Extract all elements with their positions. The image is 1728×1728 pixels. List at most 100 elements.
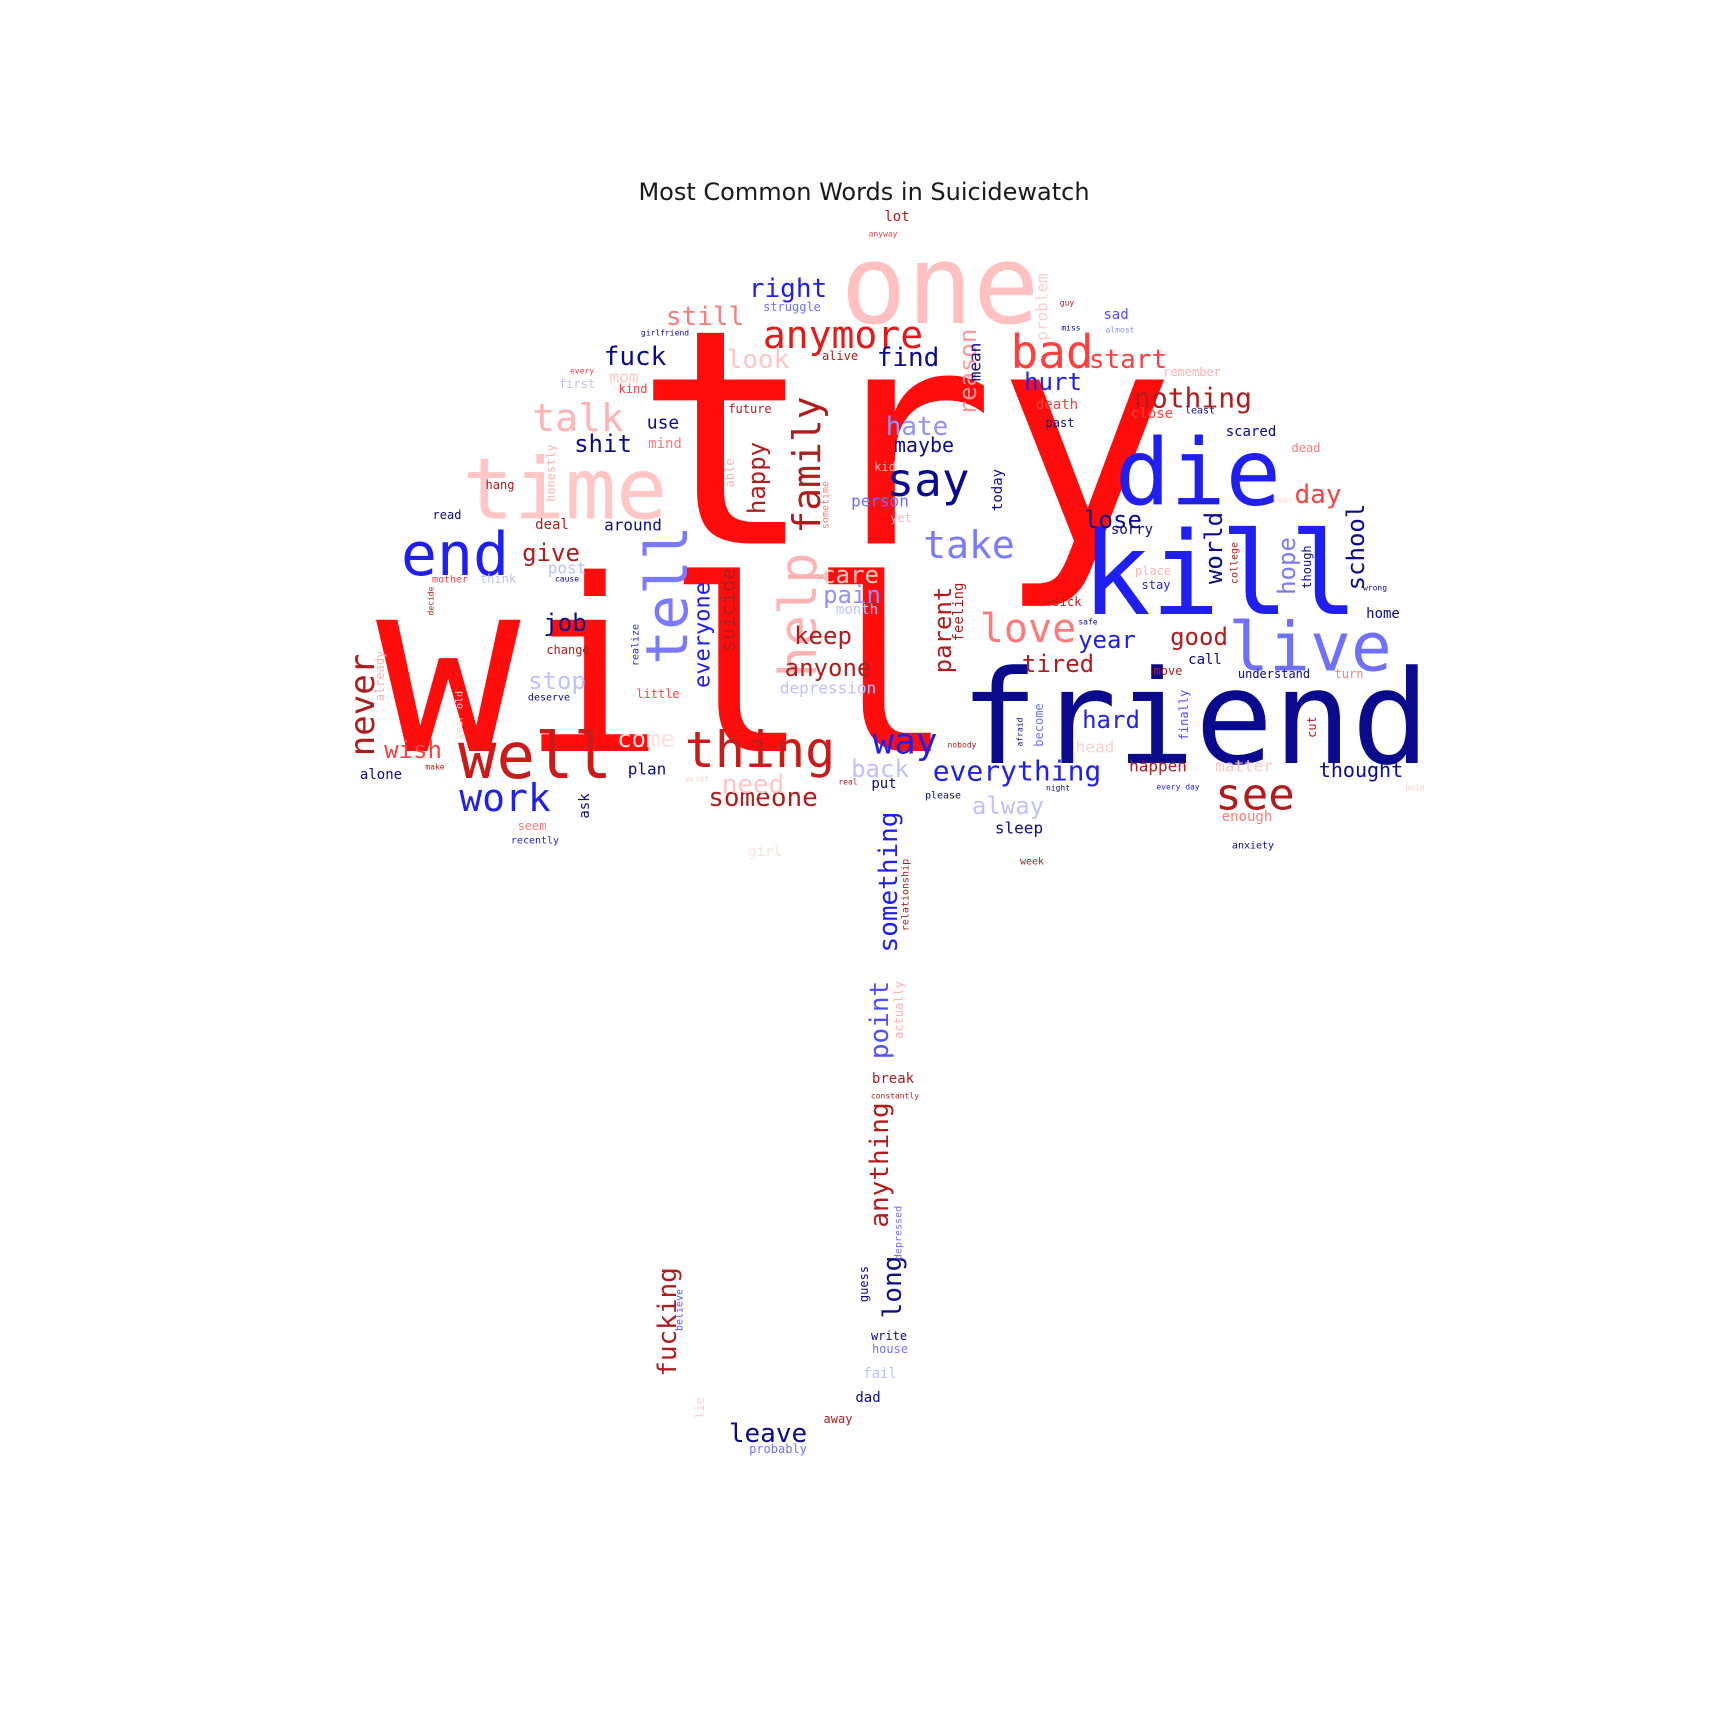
word-love: love: [980, 606, 1076, 652]
word-everyone: everyone: [691, 582, 716, 688]
word-sometime: sometime: [821, 481, 832, 529]
word-deserve: deserve: [528, 693, 570, 704]
word-recently: recently: [511, 836, 559, 847]
word-leave: leave: [729, 1419, 807, 1449]
word-constantly: constantly: [871, 1092, 919, 1101]
word-least: least: [1185, 406, 1215, 417]
word-anyone: anyone: [785, 654, 872, 682]
word-lot: lot: [884, 209, 909, 225]
word-suicide: suicide: [716, 568, 740, 652]
word-every: every: [570, 367, 594, 376]
word-guy: guy: [1060, 299, 1075, 308]
word-put: put: [871, 776, 896, 792]
word-alway: alway: [972, 792, 1044, 820]
word-kind: kind: [619, 382, 648, 396]
word-depressed: depressed: [894, 1206, 905, 1260]
word-help: help: [769, 552, 829, 677]
word-become: become: [1032, 703, 1046, 746]
word-sorry: sorry: [1111, 522, 1153, 538]
word-scared: scared: [1226, 424, 1277, 440]
word-kid: kid: [874, 460, 896, 474]
word-hurt: hurt: [1024, 368, 1082, 396]
word-alone: alone: [360, 767, 402, 783]
word-enough: enough: [1222, 809, 1273, 825]
word-will: will: [376, 528, 954, 808]
word-lose: lose: [1084, 506, 1142, 534]
word-cut: cut: [1305, 716, 1319, 738]
word-decide: decide: [427, 586, 436, 615]
word-already: already: [373, 651, 387, 702]
word-start: start: [1089, 345, 1167, 375]
word-depression: depression: [780, 679, 876, 698]
word-job: job: [543, 609, 586, 637]
word-sad: sad: [1103, 307, 1128, 323]
word-die: die: [1115, 420, 1281, 527]
word-dad: dad: [855, 1390, 880, 1406]
word-shit: shit: [574, 430, 632, 458]
word-yet: yet: [890, 511, 912, 525]
word-fucking: fucking: [653, 1267, 683, 1377]
word-though: though: [1300, 545, 1314, 588]
word-close: close: [1131, 406, 1173, 422]
word-mother: mother: [432, 575, 468, 586]
word-well: well: [458, 720, 612, 794]
word-think: think: [480, 572, 517, 586]
word-hate: hate: [886, 412, 949, 442]
word-work: work: [459, 776, 551, 820]
word-remember: remember: [1163, 365, 1221, 379]
word-hard: hard: [1082, 706, 1140, 734]
word-mom: mom: [610, 368, 639, 387]
word-first: first: [559, 377, 595, 391]
word-long: long: [878, 1256, 908, 1319]
word-mind: mind: [648, 436, 682, 452]
word-nobody: nobody: [948, 741, 977, 750]
word-something: something: [874, 812, 904, 953]
word-sick: sick: [1053, 595, 1083, 609]
word-cause: cause: [555, 575, 579, 584]
word-future: future: [728, 402, 771, 416]
word-night: night: [1046, 784, 1070, 793]
word-fail: fail: [863, 1366, 897, 1382]
chart-title: Most Common Words in Suicidewatch: [638, 178, 1090, 206]
word-bad: bad: [1010, 325, 1093, 379]
word-relationship: relationship: [901, 859, 912, 931]
word-miss: miss: [1061, 324, 1080, 333]
word-right: right: [749, 274, 827, 304]
word-call: call: [1188, 652, 1222, 668]
word-anyway: anyway: [869, 230, 898, 239]
word-pain: pain: [823, 581, 881, 609]
word-hope: hope: [1273, 537, 1301, 595]
word-happen: happen: [1129, 757, 1187, 776]
word-kill: kill: [1082, 508, 1359, 642]
word-family: family: [785, 396, 829, 533]
word-stay: stay: [1142, 578, 1171, 592]
word-please: please: [925, 791, 961, 802]
word-little: little: [636, 687, 679, 701]
word-maybe: maybe: [894, 433, 954, 457]
word-struggle: struggle: [763, 300, 821, 314]
word-school: school: [1342, 504, 1370, 591]
word-talk: talk: [532, 396, 624, 440]
word-stop: stop: [528, 667, 586, 695]
word-keep: keep: [794, 622, 852, 650]
word-anything: anything: [865, 1102, 895, 1227]
word-post: post: [548, 559, 587, 578]
word-ask: ask: [577, 793, 593, 819]
word-thought: thought: [1319, 758, 1403, 782]
word-come: come: [617, 725, 675, 753]
word-never: never: [343, 654, 383, 756]
word-lie: lie: [693, 1397, 707, 1419]
word-deal: deal: [535, 517, 569, 533]
word-hold: hold: [1405, 784, 1424, 793]
word-good: good: [1170, 623, 1228, 651]
word-understand: understand: [1238, 667, 1310, 681]
word-need: need: [722, 770, 785, 800]
word-death: death: [1036, 397, 1078, 413]
word-say: say: [886, 453, 969, 507]
word-nothing: nothing: [1134, 382, 1252, 415]
word-guess: guess: [857, 1266, 871, 1302]
word-alive: alive: [822, 349, 858, 363]
word-tell: tell: [633, 525, 701, 665]
word-try: try: [634, 266, 1176, 615]
